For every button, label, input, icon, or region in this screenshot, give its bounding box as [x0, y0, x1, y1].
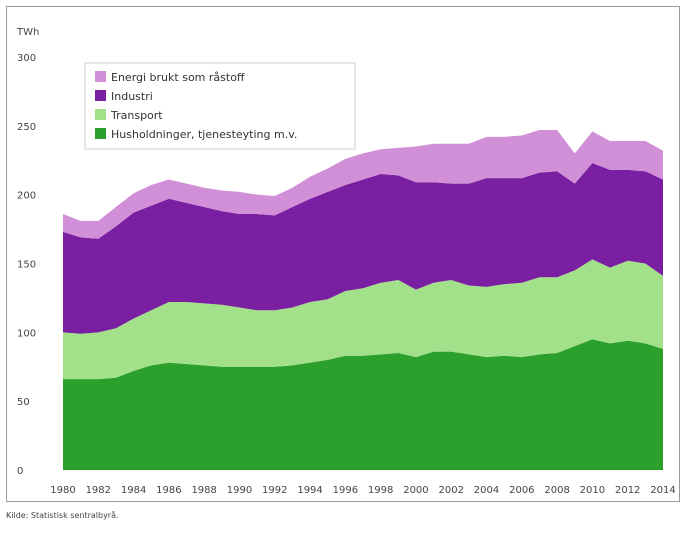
x-tick-label: 1984: [121, 485, 146, 496]
legend-label-energi-brukt-som-r-stoff: Energi brukt som råstoff: [111, 71, 245, 84]
x-tick-label: 2006: [509, 485, 534, 496]
y-tick-label: 300: [17, 53, 36, 64]
x-tick-label: 2008: [544, 485, 569, 496]
x-tick-label: 2010: [580, 485, 605, 496]
y-tick-label: 50: [17, 397, 30, 408]
x-tick-label: 1994: [297, 485, 322, 496]
x-tick-label: 1996: [333, 485, 358, 496]
x-tick-label: 2012: [615, 485, 640, 496]
x-tick-label: 1988: [191, 485, 216, 496]
x-tick-label: 1986: [156, 485, 181, 496]
x-tick-label: 1998: [368, 485, 393, 496]
x-axis: 1980 1982 1984 1986 1988 1990 1992 1994 1996 1998…: [50, 485, 675, 496]
y-axis: 0 50 100 150 200 250 300: [17, 53, 36, 477]
x-tick-label: 2014: [650, 485, 675, 496]
legend-swatch-husholdninger-tjenesteyting-m-v: [95, 128, 106, 139]
y-tick-label: 200: [17, 191, 36, 202]
y-tick-label: 250: [17, 122, 36, 133]
y-tick-label: 100: [17, 328, 36, 339]
legend-label-husholdninger-tjenesteyting-m-v: Husholdninger, tjenesteyting m.v.: [111, 128, 297, 141]
area-industri: [63, 163, 663, 334]
area-energi-brukt-som-r-stoff: [63, 129, 663, 239]
y-axis-unit-label: TWh: [16, 27, 39, 38]
legend-label-industri: Industri: [111, 90, 153, 103]
x-tick-label: 2002: [439, 485, 464, 496]
x-tick-label: 1982: [86, 485, 111, 496]
legend-swatch-industri: [95, 90, 106, 101]
legend-swatch-transport: [95, 109, 106, 120]
chart-frame: TWh 0 50 100 150 200 250 300 1980 1982 1984 1986 1…: [6, 6, 680, 502]
legend-box: [84, 62, 356, 150]
x-tick-label: 1980: [50, 485, 75, 496]
area-husholdninger-tjenesteyting-m-v: [63, 339, 663, 470]
legend-swatch-energi-brukt-som-r-stoff: [95, 71, 106, 82]
area-transport: [63, 259, 663, 380]
x-tick-label: 2000: [403, 485, 428, 496]
y-tick-label: 0: [17, 466, 23, 477]
x-tick-label: 1992: [262, 485, 287, 496]
source-note: Kilde: Statistisk sentralbyrå.: [6, 511, 119, 520]
legend: Energi brukt som råstoff Industri Transpor…: [84, 62, 356, 150]
y-tick-label: 150: [17, 260, 36, 271]
x-tick-label: 2004: [474, 485, 499, 496]
legend-label-transport: Transport: [110, 109, 163, 122]
plot-area: [63, 129, 663, 470]
x-tick-label: 1990: [227, 485, 252, 496]
